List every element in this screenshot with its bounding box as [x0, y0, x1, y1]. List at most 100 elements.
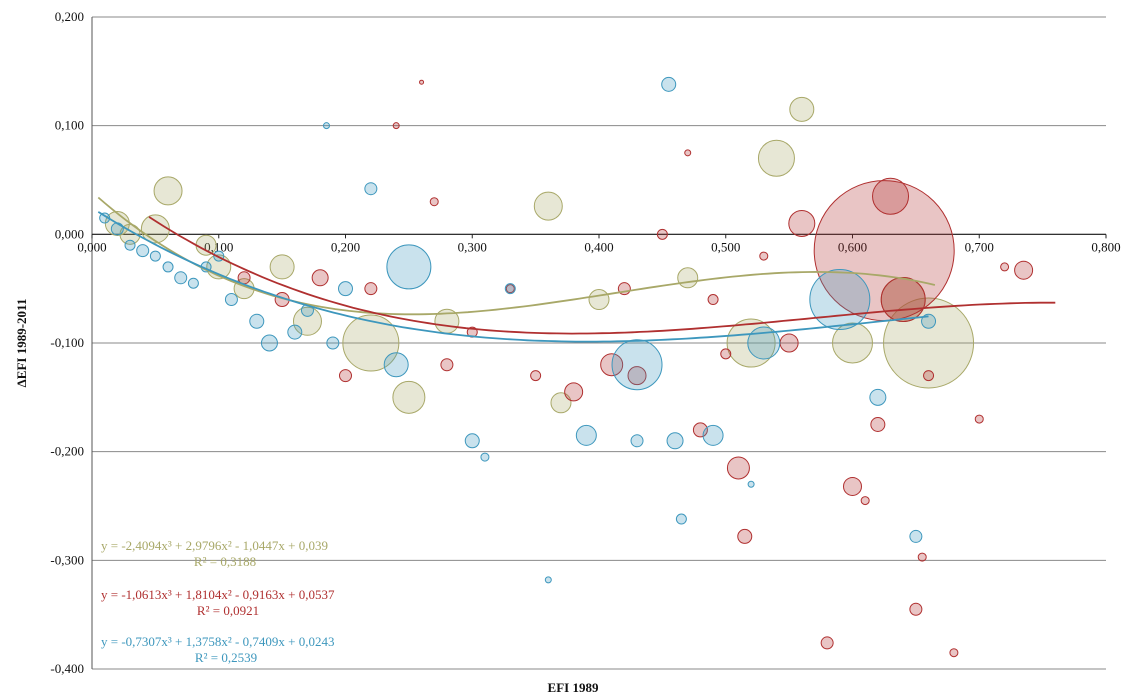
data-point — [759, 251, 769, 261]
x-tick-label: 0,600 — [838, 239, 867, 254]
data-point — [627, 366, 647, 386]
x-tick-label: 0,300 — [458, 239, 487, 254]
x-tick-label: 0,400 — [584, 239, 613, 254]
trend-r-squared: R² = 0,2539 — [195, 650, 257, 665]
data-point — [364, 182, 378, 196]
y-tick-labels: 0,200 0,100 0,000 -0,100 -0,200 -0,300 -0,400 — [50, 9, 84, 676]
data-point — [530, 370, 542, 382]
data-point — [575, 424, 597, 446]
data-point — [949, 648, 959, 658]
data-point — [692, 422, 708, 438]
data-point — [480, 452, 490, 462]
y-tick-label: -0,300 — [50, 552, 84, 567]
data-point — [564, 382, 584, 402]
trend-equation: y = -1,0613x³ + 1,8104x² - 0,9163x + 0,0… — [101, 587, 335, 602]
data-point — [869, 388, 887, 406]
data-point — [249, 313, 265, 329]
y-axis-title: ΔEFI 1989-2011 — [14, 299, 29, 388]
data-point — [880, 277, 926, 323]
data-point — [224, 293, 238, 307]
data-point — [533, 191, 563, 221]
data-point — [504, 283, 516, 295]
data-point — [588, 289, 610, 311]
data-point — [675, 513, 687, 525]
data-point — [174, 271, 188, 285]
data-point — [921, 313, 937, 329]
data-point — [187, 277, 199, 289]
x-tick-labels: 0,000 0,100 0,200 0,300 0,400 0,500 0,600 0,700… — [77, 239, 1120, 254]
x-tick-label: 0,100 — [204, 239, 233, 254]
data-point — [195, 234, 217, 256]
data-point — [149, 250, 161, 262]
data-point — [909, 602, 923, 616]
data-point — [909, 529, 923, 543]
data-point — [364, 282, 378, 296]
x-axis-title: EFI 1989 — [548, 680, 599, 695]
y-tick-label: -0,100 — [50, 335, 84, 350]
data-point — [820, 636, 834, 650]
trend-line — [97, 196, 936, 316]
trendlines — [97, 196, 1056, 343]
data-point — [386, 244, 432, 290]
data-point — [419, 79, 425, 85]
y-tick-label: 0,000 — [55, 226, 84, 241]
data-point — [544, 576, 552, 584]
trend-line — [148, 216, 1056, 335]
data-point — [789, 96, 815, 122]
x-tick-label: 0,200 — [331, 239, 360, 254]
trend-r-squared: R² = 0,3188 — [194, 554, 256, 569]
data-point — [338, 281, 353, 297]
trend-equations: y = -2,4094x³ + 2,9796x² - 1,0447x + 0,0… — [101, 538, 335, 665]
data-point — [677, 267, 699, 289]
data-point — [702, 424, 724, 446]
x-tick-label: 0,800 — [1091, 239, 1120, 254]
data-point — [684, 149, 692, 157]
data-point — [870, 417, 886, 432]
data-point — [392, 380, 426, 414]
data-point — [720, 348, 732, 360]
data-point — [737, 528, 753, 544]
data-point — [809, 269, 871, 331]
data-point — [287, 324, 303, 340]
trend-equation: y = -2,4094x³ + 2,9796x² - 1,0447x + 0,0… — [101, 538, 328, 553]
y-tick-label: -0,200 — [50, 444, 84, 459]
data-point — [1014, 260, 1034, 280]
data-point — [124, 239, 136, 251]
data-point — [505, 284, 515, 294]
data-point — [666, 432, 684, 450]
trend-line — [97, 211, 929, 343]
data-point — [661, 76, 677, 92]
data-point — [630, 434, 644, 448]
data-point — [342, 314, 400, 372]
data-point — [883, 297, 975, 389]
data-point — [747, 480, 755, 488]
data-points — [99, 76, 1034, 658]
data-point — [832, 322, 873, 364]
x-tick-label: 0,700 — [965, 239, 994, 254]
data-point — [269, 254, 295, 280]
data-point — [440, 358, 454, 372]
trend-r-squared: R² = 0,0921 — [197, 603, 259, 618]
data-point — [726, 318, 776, 368]
data-point — [779, 333, 799, 353]
y-tick-label: 0,200 — [55, 9, 84, 24]
data-point — [153, 176, 183, 206]
data-point — [429, 197, 439, 207]
trend-equation: y = -0,7307x³ + 1,3758x² - 0,7409x + 0,0… — [101, 634, 334, 649]
data-point — [611, 339, 663, 391]
x-tick-label: 0,500 — [711, 239, 740, 254]
data-point — [326, 336, 340, 350]
data-point — [860, 496, 870, 506]
data-point — [707, 294, 719, 306]
data-point — [162, 261, 174, 273]
data-point — [550, 392, 572, 414]
y-tick-label: -0,400 — [50, 661, 84, 676]
data-point — [974, 414, 984, 424]
data-point — [788, 209, 816, 237]
data-point — [260, 334, 278, 352]
data-point — [747, 326, 781, 360]
data-point — [757, 139, 795, 177]
x-tick-label: 0,000 — [77, 239, 106, 254]
